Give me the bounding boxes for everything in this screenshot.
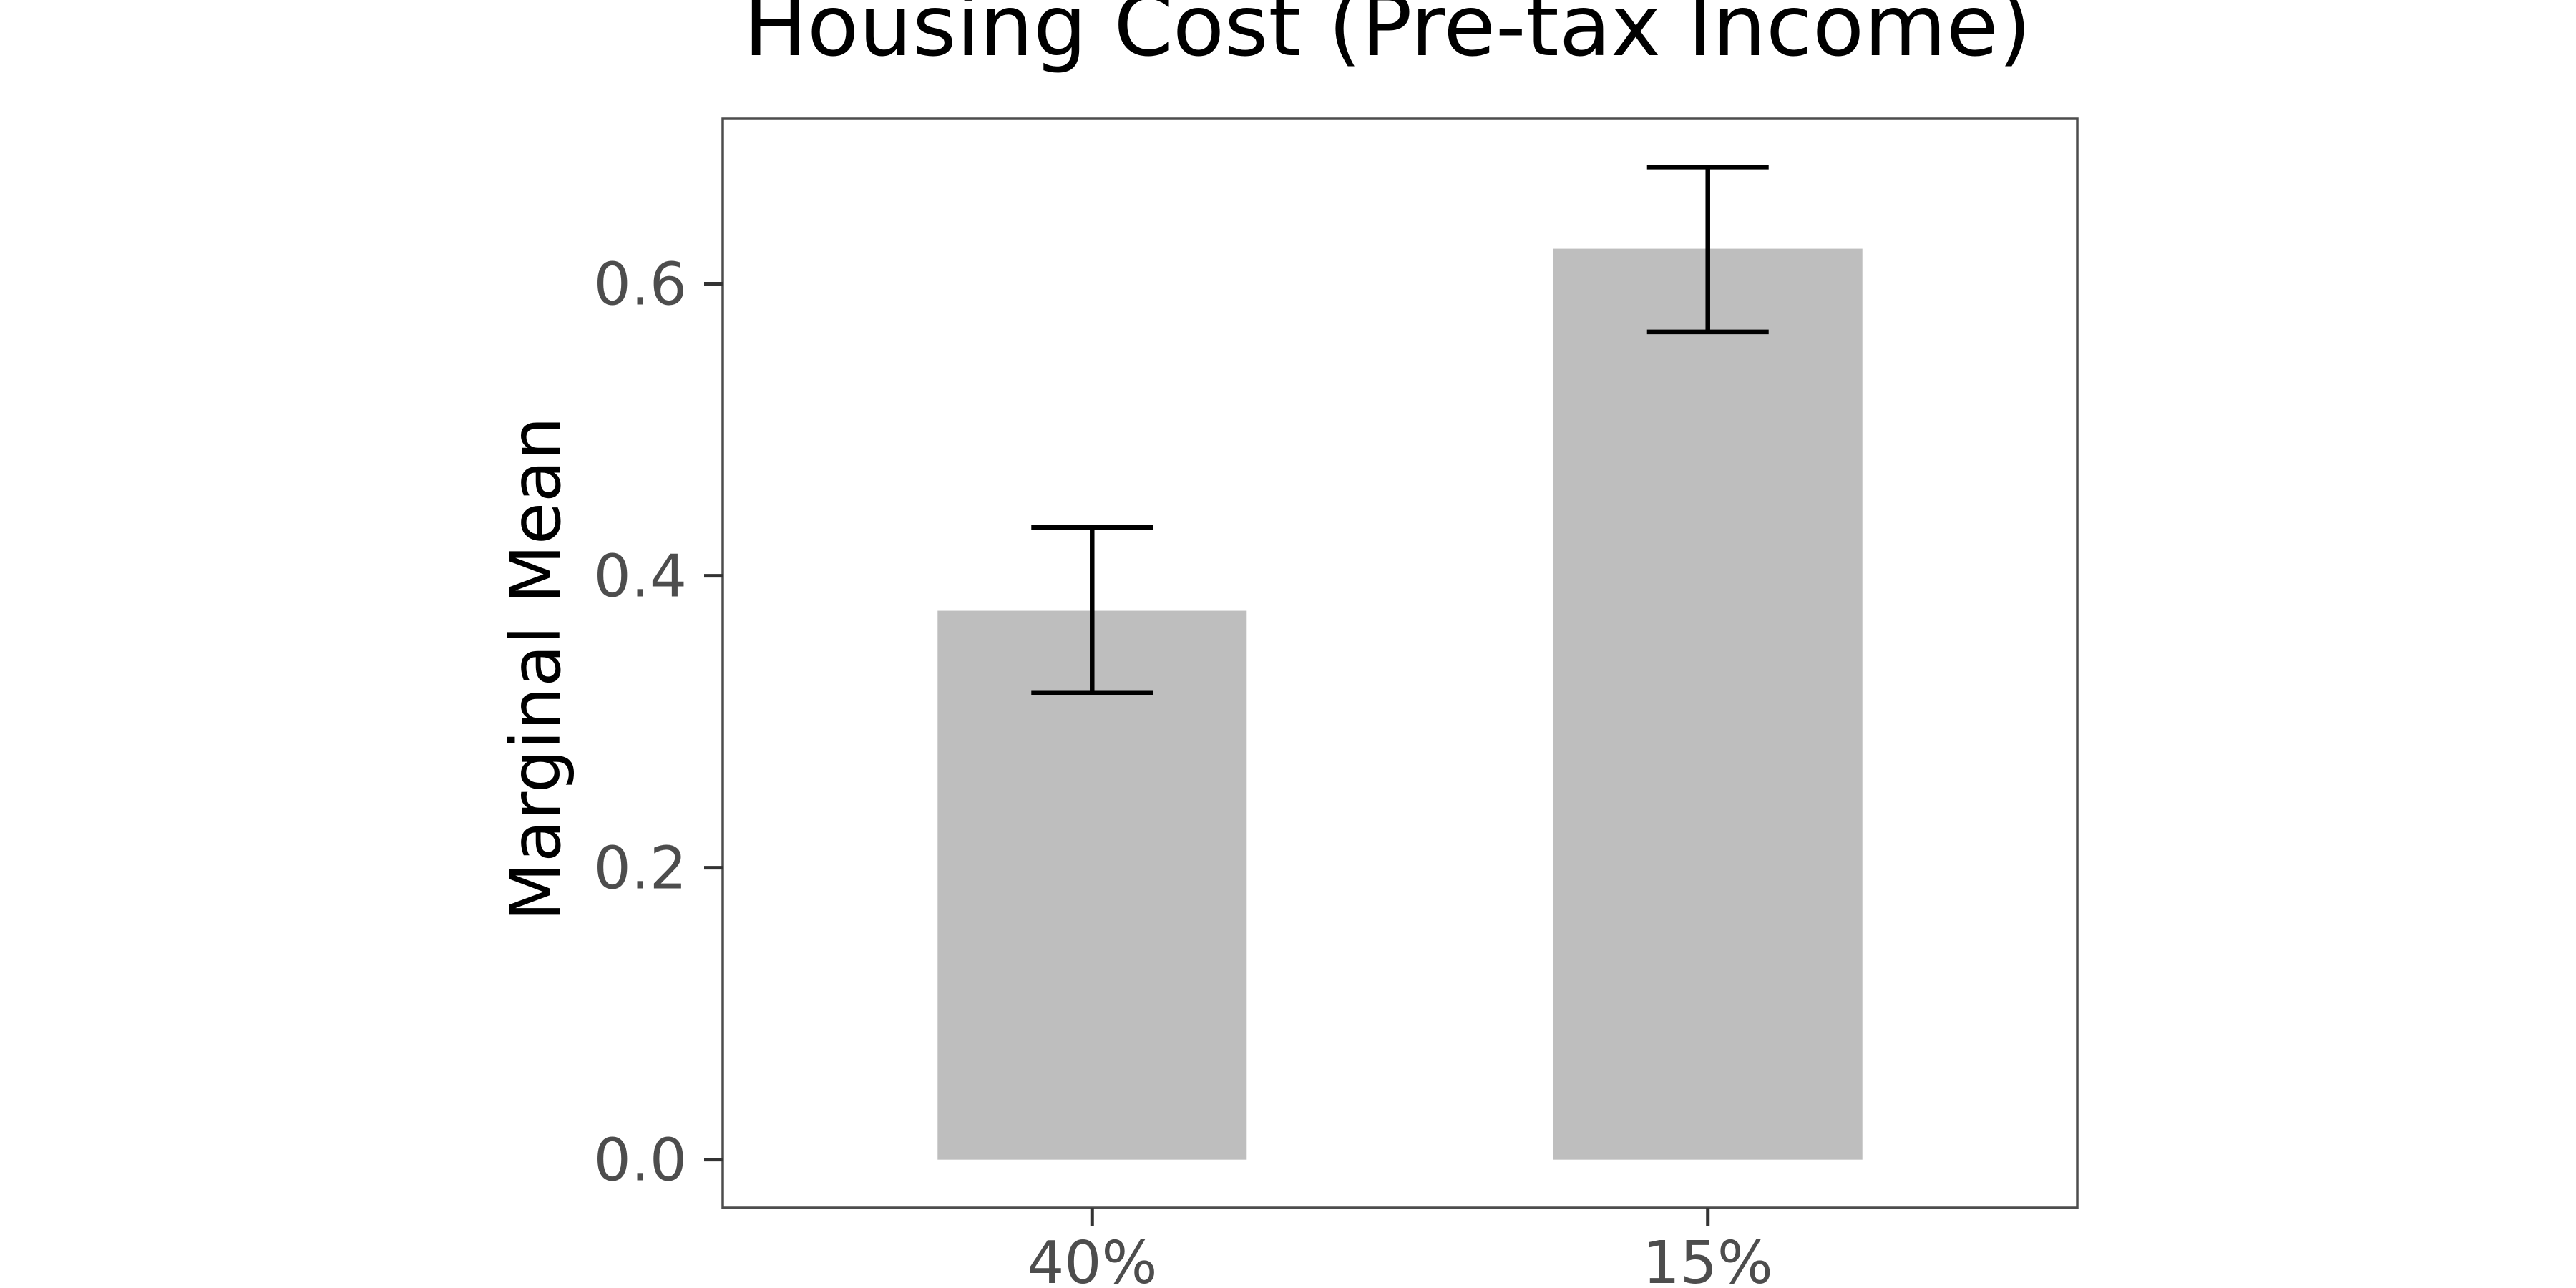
- bar-1: [1553, 248, 1863, 1160]
- error-bar-1: [1646, 165, 1769, 335]
- error-bars: [1031, 165, 1769, 696]
- x-tick-label-0: 40%: [1027, 1229, 1157, 1288]
- y-tick-label-0: 0.0: [594, 1127, 687, 1195]
- bars: [937, 248, 1863, 1160]
- panel-border: [721, 117, 2079, 1209]
- chart-title: Housing Cost (Pre-tax Income): [743, 0, 2031, 75]
- y-axis-title: Marginal Mean: [496, 416, 576, 921]
- y-tick-label-2: 0.4: [594, 543, 687, 611]
- x-axis-ticks: 40% 15%: [1027, 1208, 1773, 1288]
- error-bar-0: [1031, 525, 1153, 696]
- bar-0: [937, 610, 1247, 1160]
- x-tick-label-1: 15%: [1643, 1229, 1773, 1288]
- y-tick-label-1: 0.2: [594, 835, 687, 903]
- y-axis-ticks: 0.0 0.2 0.4 0.6: [594, 251, 723, 1195]
- y-tick-label-3: 0.6: [594, 251, 687, 319]
